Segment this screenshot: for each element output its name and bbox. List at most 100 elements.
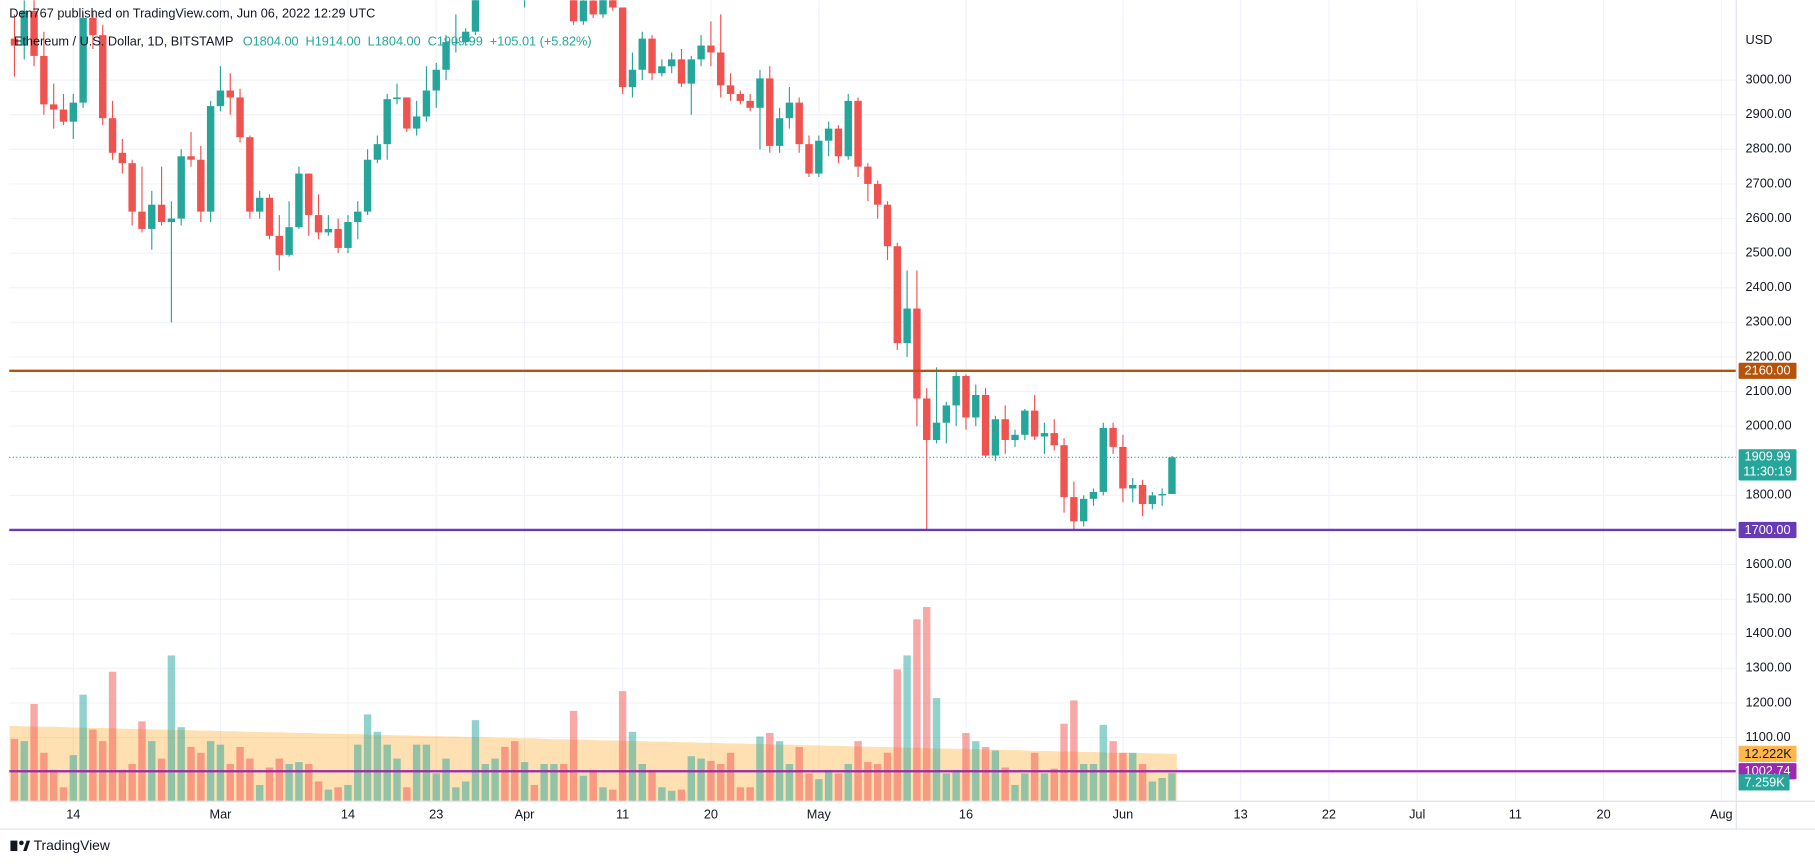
- volume-bar: [981, 746, 990, 802]
- ohlc-value: O1804.00: [243, 33, 299, 48]
- volume-bar: [667, 790, 676, 802]
- volume-bar: [1001, 767, 1009, 802]
- y-tick-label: 1300.00: [1746, 660, 1792, 675]
- candle-body: [197, 159, 205, 212]
- x-tick-label: 11: [616, 807, 629, 822]
- volume-bar: [373, 731, 382, 802]
- volume-ma-label-box: [1738, 745, 1797, 762]
- candle-body: [1079, 498, 1088, 522]
- volume-bar: [1148, 781, 1157, 802]
- x-tick-label: Jul: [1409, 807, 1425, 822]
- volume-bar: [579, 775, 588, 802]
- candle-body: [579, 0, 588, 22]
- candle-body: [942, 405, 951, 423]
- x-tick-label: May: [807, 807, 832, 822]
- candle-body: [344, 222, 352, 248]
- candle-body: [226, 90, 234, 98]
- candle-body: [932, 422, 941, 441]
- volume-bar: [275, 758, 284, 802]
- volume-bar: [756, 736, 764, 802]
- volume-bar: [59, 787, 68, 802]
- volume-bar: [609, 789, 617, 802]
- volume-bar: [108, 671, 117, 802]
- volume-bar: [187, 746, 195, 802]
- x-tick-label: 14: [66, 807, 80, 822]
- level-label: 1700.00: [1745, 522, 1791, 537]
- volume-bar: [118, 769, 127, 802]
- level-label-box: [1738, 521, 1797, 539]
- volume-bar: [403, 787, 411, 802]
- y-tick-label: 1500.00: [1746, 591, 1792, 606]
- candle-body: [10, 38, 19, 46]
- candle-body: [1040, 433, 1049, 437]
- volume-bar: [795, 746, 803, 802]
- candle-body: [1060, 445, 1068, 498]
- candle-body: [1109, 427, 1117, 447]
- footer-logo: [10, 840, 31, 852]
- y-tick-label: 2600.00: [1746, 210, 1792, 225]
- last-price-box: [1738, 449, 1797, 481]
- candle-body: [1050, 433, 1058, 446]
- published-note: Den767 published on TradingView.com, Jun…: [9, 5, 375, 20]
- ohlc-value: H1914.00: [306, 33, 361, 48]
- volume-bar: [834, 773, 843, 802]
- candle-body: [1099, 427, 1108, 492]
- candle-body: [422, 90, 431, 117]
- volume-bar: [560, 764, 568, 802]
- x-tick-label: Mar: [209, 807, 232, 822]
- candle-body: [962, 375, 970, 418]
- volume-bar: [746, 787, 754, 802]
- candle-body: [795, 102, 803, 145]
- candle-body: [138, 211, 146, 229]
- candle-body: [981, 395, 990, 456]
- candle-body: [236, 97, 244, 138]
- volume-bar: [677, 789, 686, 802]
- axes: 1100.00 1200.00 1300.00 1400.00 1500.00 1600.…: [66, 72, 1791, 822]
- volume-bar: [923, 606, 931, 802]
- volume-bar: [40, 752, 48, 802]
- volume-bar: [30, 703, 38, 802]
- volume-bar: [805, 773, 813, 802]
- candle-body: [1001, 419, 1009, 441]
- candle-body: [903, 308, 911, 344]
- candle-body: [216, 90, 225, 107]
- candle-body: [1138, 484, 1147, 505]
- volume-bar: [599, 787, 607, 802]
- volume-bar: [432, 773, 440, 802]
- y-tick-label: 2100.00: [1746, 383, 1792, 398]
- candle-body: [1070, 497, 1078, 522]
- candle-body: [873, 183, 882, 205]
- volume-bar: [1060, 723, 1068, 802]
- volume-bar: [658, 787, 666, 802]
- volume-bar: [49, 769, 58, 802]
- candle-body: [265, 197, 274, 236]
- candle-body: [206, 106, 215, 212]
- candle-body: [991, 419, 1000, 456]
- candle-body: [952, 375, 960, 406]
- candle-body: [314, 215, 323, 233]
- x-tick-label: 14: [341, 807, 355, 822]
- candle-body: [805, 144, 813, 174]
- candle-body: [20, 10, 28, 46]
- last-price-label: 1909.99: [1745, 449, 1791, 464]
- candle-body: [746, 100, 754, 108]
- volume-bar: [618, 691, 627, 802]
- candle-body: [972, 395, 980, 418]
- volume-bar: [1138, 764, 1147, 802]
- volume-bar: [736, 787, 745, 802]
- volume-bar: [864, 762, 872, 802]
- ohlc-value: C1909.99: [428, 33, 483, 48]
- candle-body: [766, 78, 774, 146]
- candle-body: [89, 17, 97, 36]
- volume-bar: [697, 758, 705, 802]
- volume-bar: [314, 781, 323, 802]
- volume-bar: [354, 744, 362, 802]
- candle-body: [1021, 410, 1029, 435]
- volume-bar: [128, 764, 136, 802]
- volume-bar: [177, 727, 185, 802]
- level-label: 2160.00: [1745, 363, 1791, 378]
- candle-body: [354, 211, 362, 223]
- candle-body: [618, 7, 627, 88]
- volume-bar: [10, 738, 19, 802]
